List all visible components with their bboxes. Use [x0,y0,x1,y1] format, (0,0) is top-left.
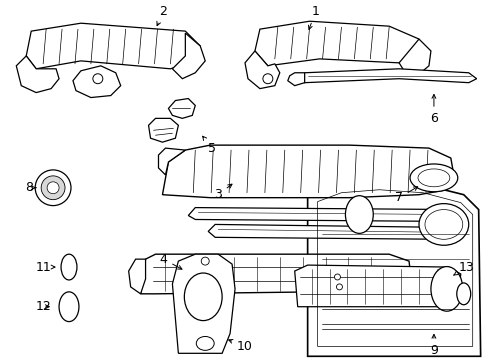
Polygon shape [188,208,460,221]
Ellipse shape [59,292,79,321]
Ellipse shape [184,273,222,321]
Circle shape [263,74,272,84]
Polygon shape [208,224,453,239]
Polygon shape [168,99,195,118]
Text: 4: 4 [159,253,182,269]
Polygon shape [128,259,145,294]
Ellipse shape [430,266,462,311]
Circle shape [41,176,65,200]
Circle shape [93,74,102,84]
Text: 3: 3 [214,184,231,201]
Text: 1: 1 [308,5,319,30]
Polygon shape [148,118,178,142]
Polygon shape [172,33,205,79]
Text: 10: 10 [228,339,252,353]
Text: 13: 13 [453,261,474,275]
Circle shape [336,284,342,290]
Circle shape [47,182,59,194]
Ellipse shape [456,283,470,305]
Circle shape [334,274,340,280]
Polygon shape [244,51,279,89]
Polygon shape [162,145,453,198]
Polygon shape [26,23,200,69]
Polygon shape [172,254,235,353]
Polygon shape [16,56,59,93]
Polygon shape [141,254,410,294]
Text: 9: 9 [429,334,437,357]
Circle shape [201,257,209,265]
Text: 6: 6 [429,94,437,125]
Circle shape [35,170,71,206]
Ellipse shape [424,210,462,239]
Ellipse shape [418,204,468,245]
Polygon shape [73,66,121,98]
Polygon shape [254,21,418,66]
Polygon shape [158,148,185,175]
Ellipse shape [409,164,457,192]
Polygon shape [398,39,430,76]
Text: 5: 5 [202,136,216,154]
Ellipse shape [345,196,372,233]
Ellipse shape [61,254,77,280]
Polygon shape [287,73,304,86]
Text: 8: 8 [25,181,36,194]
Text: 11: 11 [35,261,55,274]
Ellipse shape [417,169,449,187]
Polygon shape [294,265,460,307]
Text: 12: 12 [35,300,51,313]
Text: 7: 7 [394,187,417,204]
Text: 2: 2 [157,5,167,26]
Polygon shape [297,69,476,83]
Polygon shape [307,182,480,356]
Ellipse shape [196,337,214,350]
